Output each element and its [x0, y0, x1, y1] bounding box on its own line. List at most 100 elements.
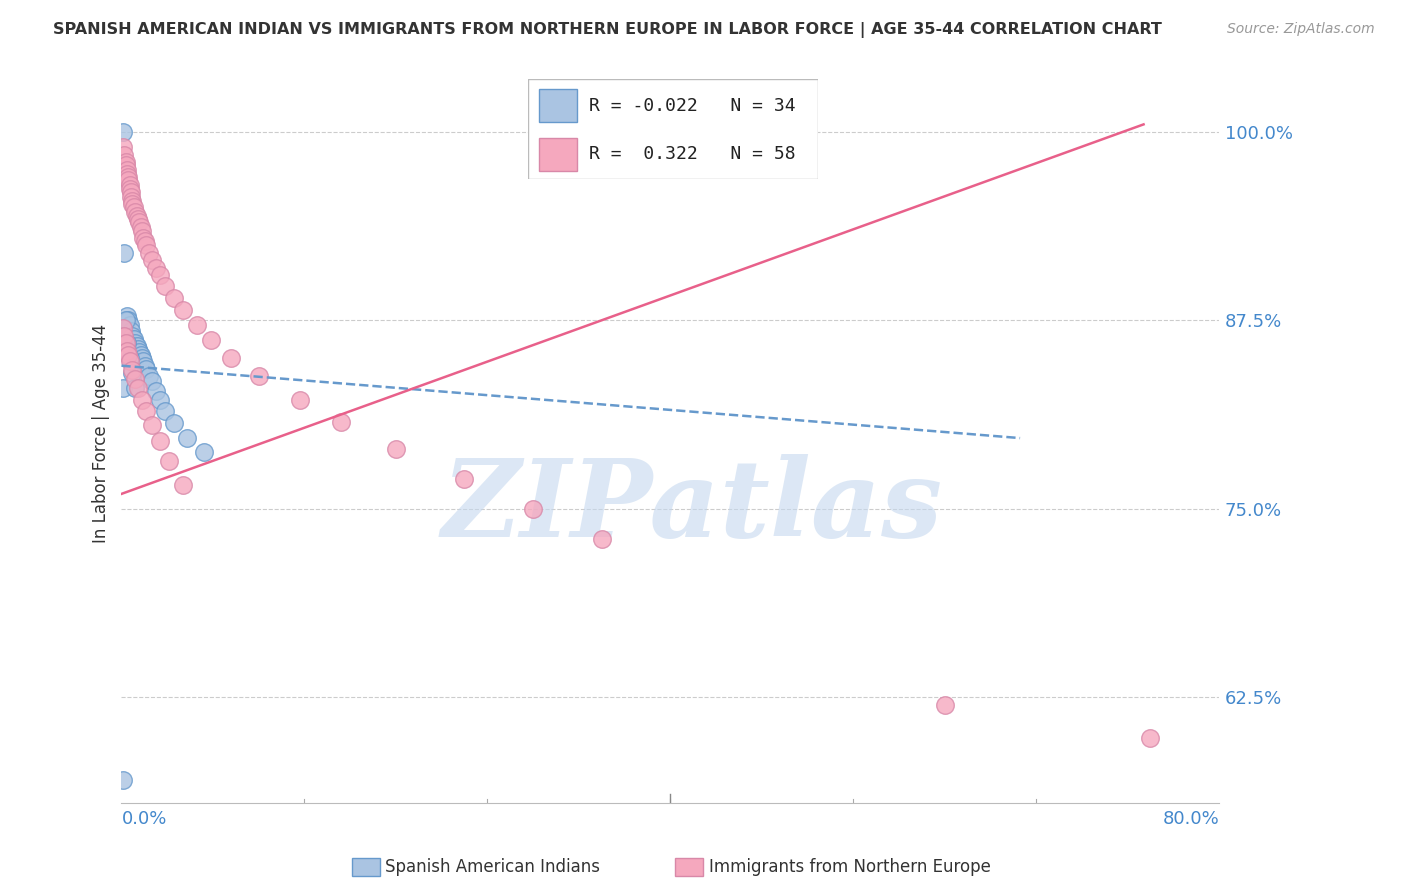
Point — [200, 333, 222, 347]
Point — [149, 393, 172, 408]
Point — [129, 348, 152, 362]
Point — [127, 342, 149, 356]
Point — [117, 173, 139, 187]
Point — [934, 698, 956, 712]
Point — [135, 238, 157, 252]
Point — [385, 442, 408, 456]
Text: Spanish American Indians: Spanish American Indians — [385, 858, 600, 876]
Point — [141, 253, 163, 268]
Point — [117, 170, 139, 185]
Point — [121, 328, 143, 343]
Point — [118, 178, 141, 192]
Point — [149, 434, 172, 449]
Point — [111, 140, 134, 154]
Point — [131, 393, 153, 408]
Point — [124, 336, 146, 351]
Point — [125, 339, 148, 353]
Point — [219, 351, 242, 366]
Point — [128, 345, 150, 359]
Point — [120, 324, 142, 338]
Point — [118, 354, 141, 368]
Bar — [352, 858, 380, 876]
Point — [453, 472, 475, 486]
Point — [138, 369, 160, 384]
Point — [247, 369, 270, 384]
Point — [172, 302, 194, 317]
Point — [124, 381, 146, 395]
Point — [117, 313, 139, 327]
Bar — [675, 858, 703, 876]
Point — [149, 268, 172, 283]
Point — [111, 321, 134, 335]
Point — [159, 453, 181, 467]
Point — [122, 200, 145, 214]
Text: SPANISH AMERICAN INDIAN VS IMMIGRANTS FROM NORTHERN EUROPE IN LABOR FORCE | AGE : SPANISH AMERICAN INDIAN VS IMMIGRANTS FR… — [53, 22, 1163, 38]
Point — [120, 186, 142, 200]
Point — [186, 318, 208, 332]
Y-axis label: In Labor Force | Age 35-44: In Labor Force | Age 35-44 — [93, 324, 110, 543]
Point — [522, 502, 544, 516]
Point — [138, 245, 160, 260]
Point — [132, 230, 155, 244]
Text: 80.0%: 80.0% — [1163, 811, 1219, 829]
Point — [121, 197, 143, 211]
Point — [127, 212, 149, 227]
Point — [122, 332, 145, 346]
Point — [131, 224, 153, 238]
Point — [155, 278, 177, 293]
Point — [111, 773, 134, 788]
Point — [288, 393, 311, 408]
Point — [162, 291, 184, 305]
Point — [129, 219, 152, 234]
Point — [135, 404, 157, 418]
Point — [132, 354, 155, 368]
Text: ZIPatlas: ZIPatlas — [441, 454, 943, 560]
Point — [145, 260, 167, 275]
Point — [115, 167, 138, 181]
Point — [155, 404, 177, 418]
Point — [128, 215, 150, 229]
Point — [115, 162, 138, 177]
Point — [135, 361, 157, 376]
Point — [118, 182, 141, 196]
Point — [121, 366, 143, 380]
Point — [112, 147, 135, 161]
Point — [172, 478, 194, 492]
Text: 0.0%: 0.0% — [121, 811, 167, 829]
Point — [131, 351, 153, 366]
Point — [112, 321, 135, 335]
Point — [1139, 731, 1161, 746]
Point — [115, 309, 138, 323]
Point — [125, 210, 148, 224]
Point — [176, 431, 198, 445]
Point — [193, 444, 215, 458]
Point — [134, 234, 156, 248]
Point — [124, 205, 146, 219]
Point — [114, 158, 136, 172]
Point — [111, 381, 134, 395]
Point — [121, 194, 143, 209]
Text: Immigrants from Northern Europe: Immigrants from Northern Europe — [709, 858, 990, 876]
Point — [591, 532, 613, 546]
Point — [114, 313, 136, 327]
Point — [134, 359, 156, 373]
Point — [127, 381, 149, 395]
Point — [121, 363, 143, 377]
Point — [111, 125, 134, 139]
Point — [112, 328, 135, 343]
Point — [145, 384, 167, 399]
Point — [115, 336, 138, 351]
Point — [114, 313, 136, 327]
Point — [330, 415, 353, 429]
Point — [114, 336, 136, 351]
Point — [115, 343, 138, 358]
Point — [114, 155, 136, 169]
Point — [117, 348, 139, 362]
Point — [124, 372, 146, 386]
Text: Source: ZipAtlas.com: Source: ZipAtlas.com — [1227, 22, 1375, 37]
Point — [118, 351, 141, 366]
Point — [118, 318, 141, 332]
Point — [120, 190, 142, 204]
Point — [162, 416, 184, 430]
Point — [141, 374, 163, 388]
